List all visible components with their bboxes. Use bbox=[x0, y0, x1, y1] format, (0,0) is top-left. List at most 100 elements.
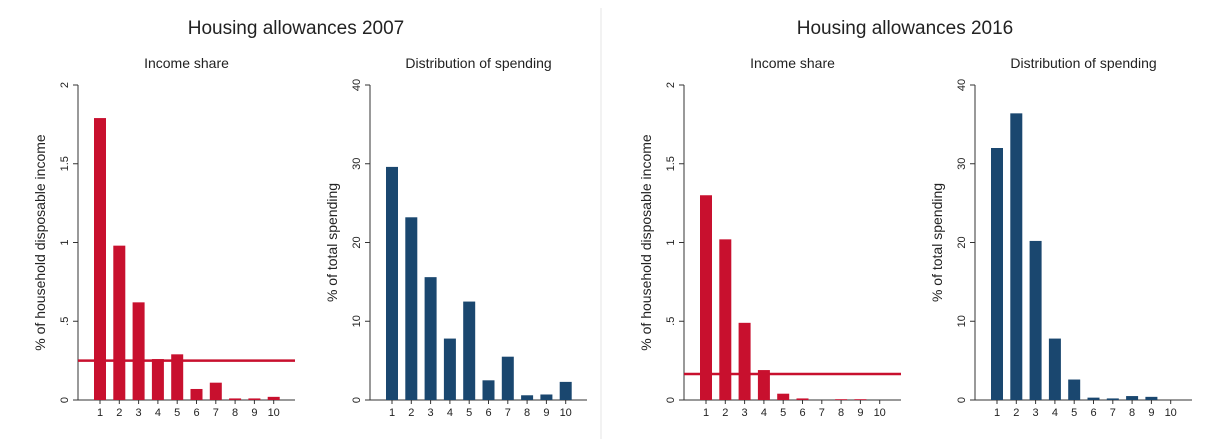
x-tick-label: 2 bbox=[408, 407, 414, 419]
x-tick-label: 8 bbox=[232, 407, 238, 419]
y-axis-label: % of household disposable income bbox=[32, 134, 48, 351]
y-tick-label: .5 bbox=[59, 317, 71, 326]
bar bbox=[719, 239, 732, 400]
x-tick-label: 1 bbox=[389, 407, 395, 419]
bar bbox=[1126, 396, 1139, 400]
bar bbox=[190, 388, 203, 400]
bar bbox=[94, 118, 106, 400]
bar bbox=[443, 338, 456, 400]
bar bbox=[424, 277, 437, 400]
x-tick-label: 9 bbox=[857, 407, 863, 419]
bar bbox=[700, 195, 712, 400]
x-tick-label: 2 bbox=[1013, 407, 1019, 419]
bar bbox=[229, 398, 242, 400]
x-tick-label: 9 bbox=[251, 407, 257, 419]
x-tick-label: 3 bbox=[1033, 407, 1039, 419]
chart-title: Distribution of spending bbox=[1010, 55, 1156, 71]
bar bbox=[854, 399, 867, 400]
bar bbox=[267, 396, 280, 400]
y-tick-label: 20 bbox=[351, 236, 363, 248]
bar bbox=[132, 302, 145, 400]
x-tick-label: 10 bbox=[1165, 407, 1177, 419]
x-tick-label: 6 bbox=[193, 407, 199, 419]
x-tick-label: 8 bbox=[524, 407, 530, 419]
x-tick-label: 6 bbox=[1090, 407, 1096, 419]
x-tick-label: 10 bbox=[268, 407, 280, 419]
y-tick-label: 30 bbox=[351, 158, 363, 170]
x-tick-label: 5 bbox=[1071, 407, 1077, 419]
y-tick-label: 1 bbox=[59, 239, 71, 245]
x-tick-label: 10 bbox=[874, 407, 886, 419]
bar bbox=[796, 398, 809, 400]
bar bbox=[405, 217, 418, 400]
bar bbox=[209, 382, 222, 400]
bar bbox=[482, 380, 495, 400]
y-tick-label: 1.5 bbox=[59, 156, 71, 171]
x-tick-label: 1 bbox=[97, 407, 103, 419]
bar bbox=[1029, 240, 1042, 400]
x-tick-label: 3 bbox=[136, 407, 142, 419]
bar bbox=[1010, 113, 1023, 400]
chart-title: Income share bbox=[144, 55, 229, 71]
x-tick-label: 7 bbox=[1110, 407, 1116, 419]
y-tick-label: 30 bbox=[956, 158, 968, 170]
x-tick-label: 10 bbox=[560, 407, 572, 419]
y-axis-label: % of total spending bbox=[929, 183, 945, 302]
x-tick-label: 9 bbox=[543, 407, 549, 419]
bar bbox=[991, 148, 1003, 400]
y-tick-label: .5 bbox=[665, 317, 677, 326]
x-tick-label: 7 bbox=[213, 407, 219, 419]
x-tick-label: 8 bbox=[1129, 407, 1135, 419]
bar bbox=[386, 166, 398, 400]
y-tick-label: 0 bbox=[956, 397, 968, 403]
y-tick-label: 0 bbox=[665, 397, 677, 403]
bar bbox=[1048, 338, 1061, 400]
x-tick-label: 4 bbox=[1052, 407, 1058, 419]
x-tick-label: 5 bbox=[780, 407, 786, 419]
x-tick-label: 5 bbox=[174, 407, 180, 419]
bar bbox=[151, 359, 164, 400]
bar bbox=[171, 354, 184, 400]
bar bbox=[113, 245, 126, 400]
bar bbox=[1145, 396, 1158, 400]
chart-title: Distribution of spending bbox=[405, 55, 551, 71]
bar bbox=[559, 381, 572, 400]
bar bbox=[1068, 379, 1081, 400]
bar bbox=[248, 398, 261, 400]
x-tick-label: 3 bbox=[742, 407, 748, 419]
x-tick-label: 7 bbox=[505, 407, 511, 419]
y-tick-label: 0 bbox=[351, 397, 363, 403]
bar bbox=[757, 370, 770, 400]
y-axis-label: % of household disposable income bbox=[638, 134, 654, 351]
panel-title: Housing allowances 2007 bbox=[188, 18, 405, 39]
x-tick-label: 4 bbox=[447, 407, 453, 419]
chart-title: Income share bbox=[750, 55, 835, 71]
bar bbox=[777, 393, 790, 400]
x-tick-label: 9 bbox=[1148, 407, 1154, 419]
bar bbox=[1087, 397, 1100, 400]
y-tick-label: 1.5 bbox=[665, 156, 677, 171]
bar bbox=[835, 399, 848, 400]
x-tick-label: 4 bbox=[761, 407, 767, 419]
x-tick-label: 1 bbox=[994, 407, 1000, 419]
bar bbox=[521, 395, 534, 400]
panel-title: Housing allowances 2016 bbox=[797, 18, 1014, 39]
x-tick-label: 6 bbox=[799, 407, 805, 419]
x-tick-label: 5 bbox=[466, 407, 472, 419]
y-axis-label: % of total spending bbox=[324, 183, 340, 302]
bar bbox=[501, 356, 514, 400]
bar bbox=[463, 301, 476, 400]
x-tick-label: 2 bbox=[722, 407, 728, 419]
y-tick-label: 2 bbox=[665, 82, 677, 88]
y-tick-label: 20 bbox=[956, 236, 968, 248]
x-tick-label: 7 bbox=[819, 407, 825, 419]
y-tick-label: 1 bbox=[665, 239, 677, 245]
y-tick-label: 40 bbox=[956, 79, 968, 91]
y-tick-label: 10 bbox=[351, 315, 363, 327]
x-tick-label: 3 bbox=[428, 407, 434, 419]
bar bbox=[1106, 398, 1119, 400]
y-tick-label: 2 bbox=[59, 82, 71, 88]
x-tick-label: 1 bbox=[703, 407, 709, 419]
